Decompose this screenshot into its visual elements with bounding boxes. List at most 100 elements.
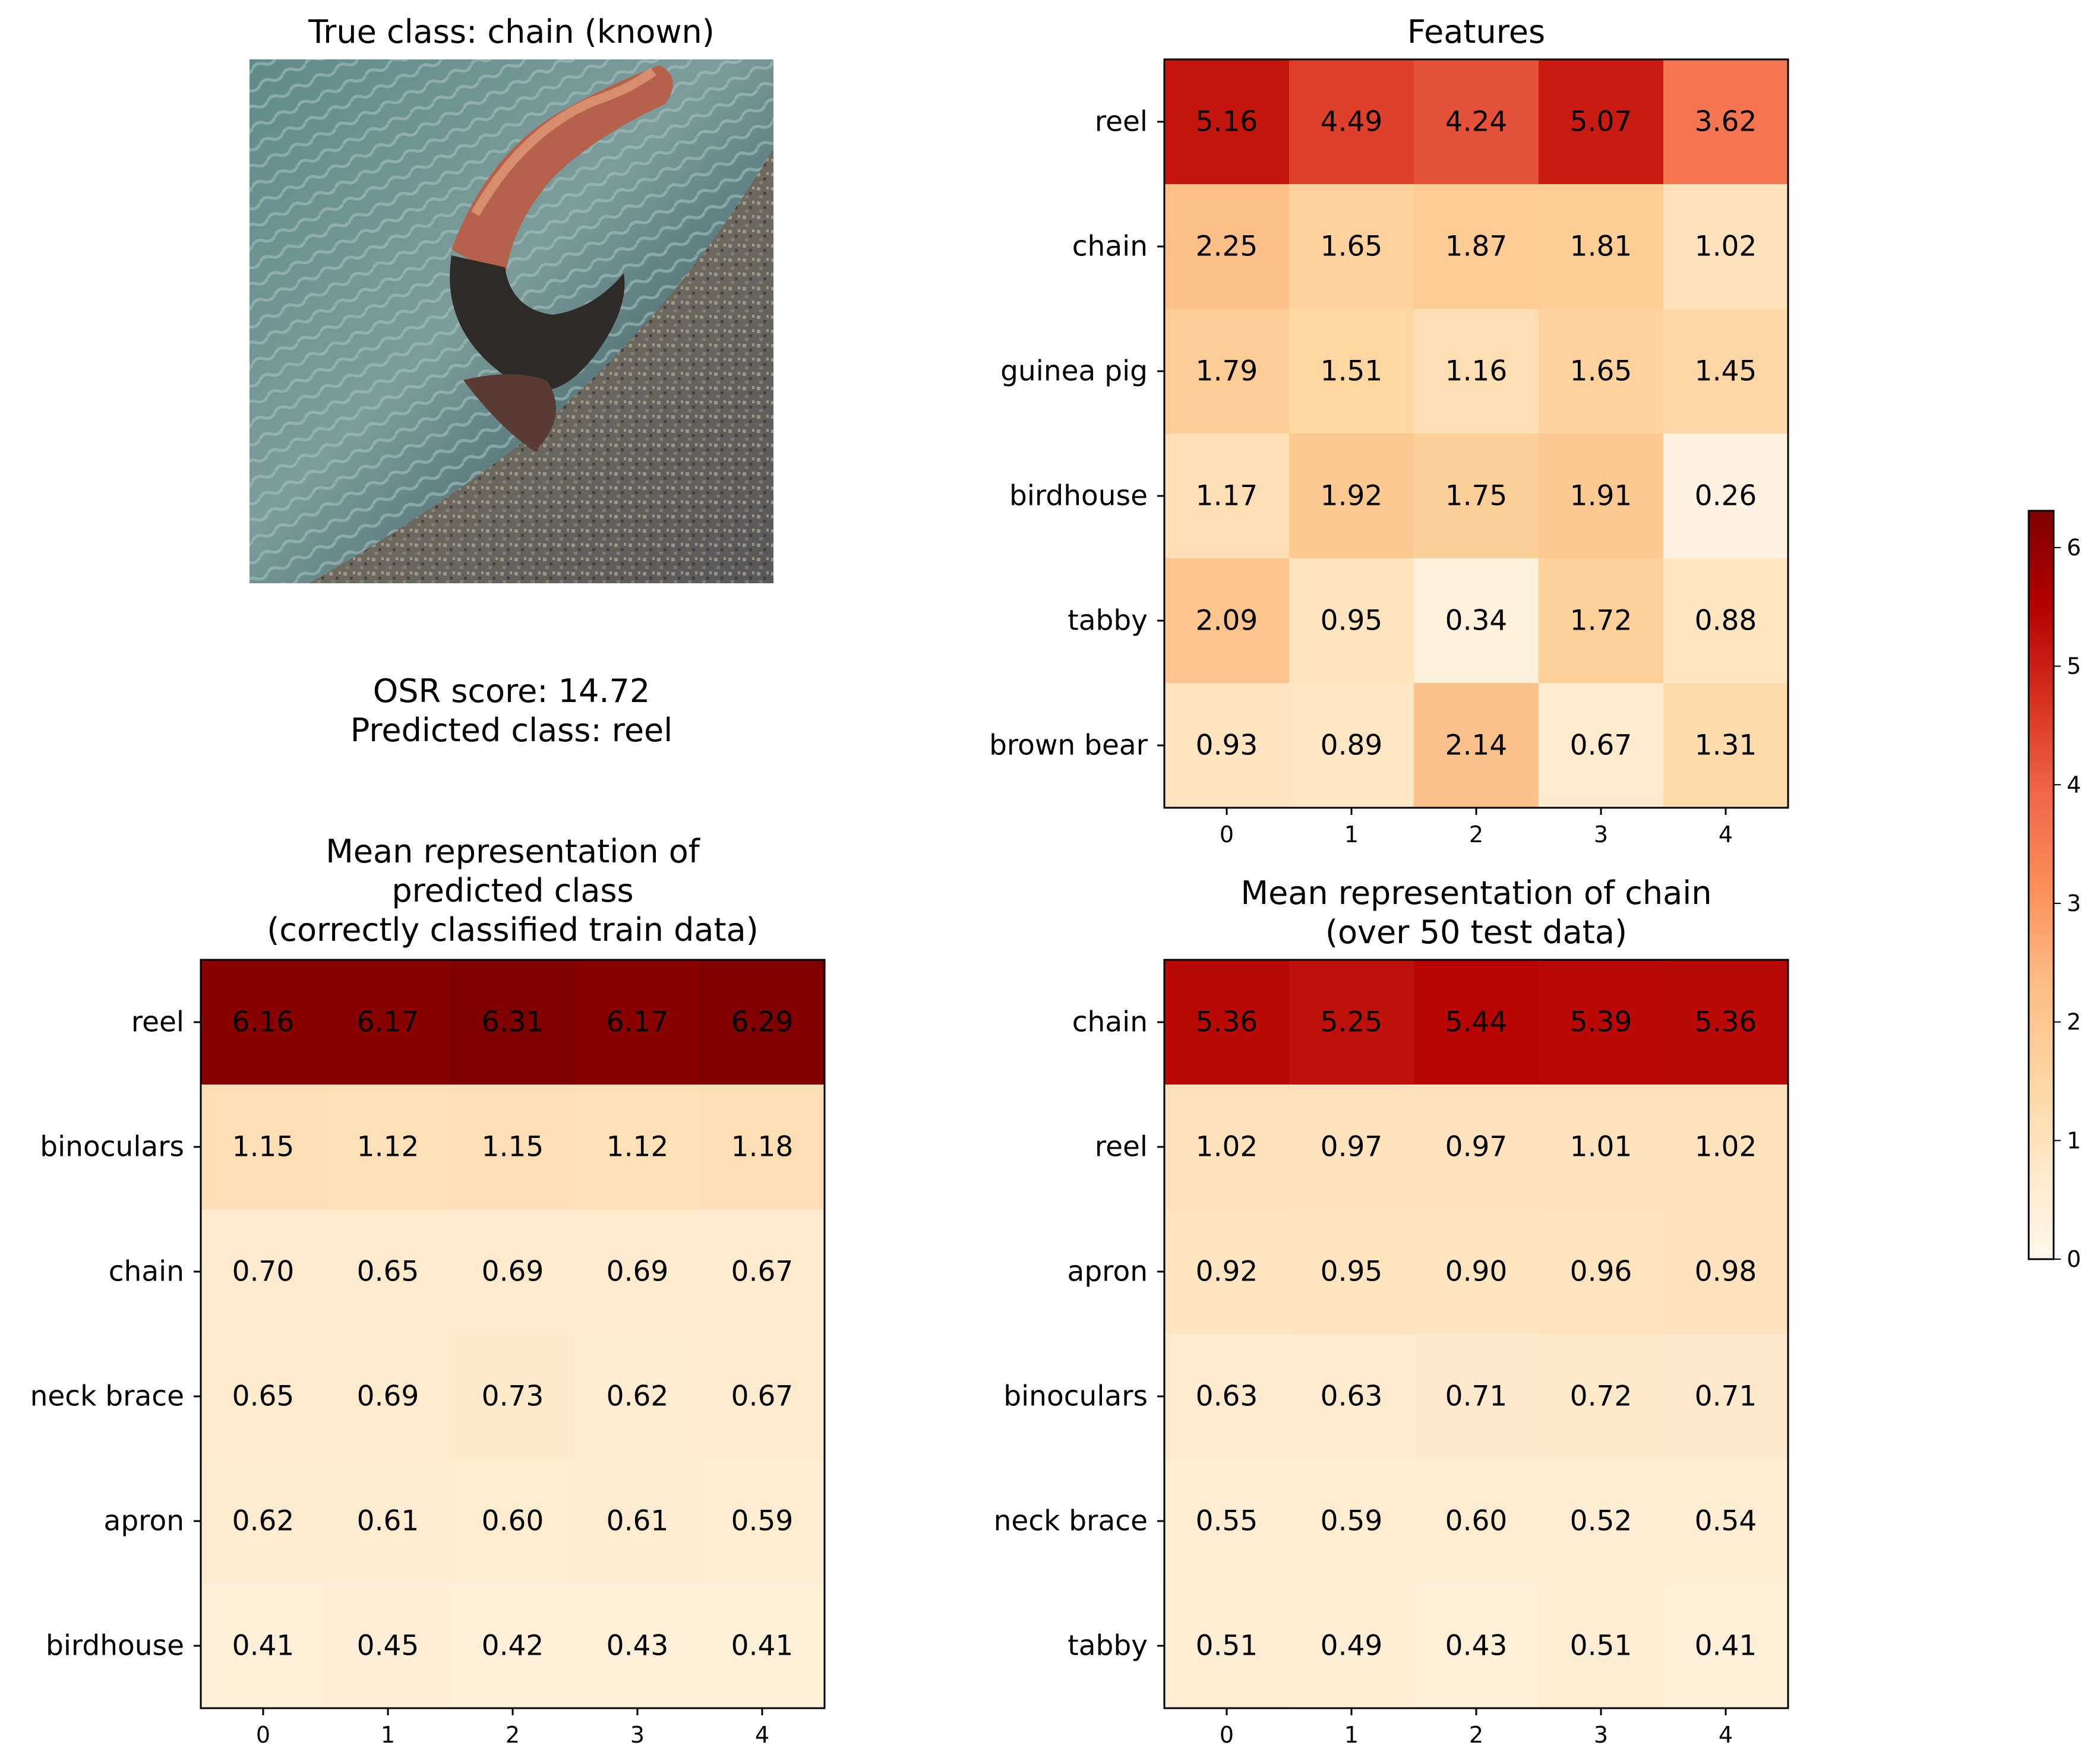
row-label: birdhouse [1009, 480, 1148, 513]
colorbar-gradient [2029, 511, 2054, 1259]
heatmap-cell [1539, 309, 1664, 434]
heatmap-cell [1289, 309, 1414, 434]
heatmap-cell [1414, 309, 1539, 434]
heatmap-cell [201, 1085, 326, 1210]
heatmap-cell-value: 0.88 [1695, 605, 1757, 637]
heatmap-cell [1164, 1209, 1290, 1335]
heatmap-cell-value: 1.15 [232, 1131, 295, 1164]
row-label: tabby [1068, 605, 1148, 637]
heatmap-cell-value: 0.51 [1570, 1630, 1632, 1662]
heatmap-cell [1539, 1459, 1664, 1584]
heatmap-cell [1289, 1334, 1414, 1459]
heatmap-features: Features 5.16 4.49 4.24 5.07 3.62 2.25 1.65 1.87… [989, 13, 1789, 848]
heatmap-cell-value: 6.29 [731, 1006, 794, 1039]
heatmap-cell [1414, 960, 1539, 1085]
heatmap-cell-value: 1.72 [1570, 605, 1632, 637]
heatmap-cell-value: 1.81 [1570, 230, 1632, 263]
heatmap-cell [1164, 1583, 1290, 1709]
heatmap-cell [575, 1085, 700, 1210]
image-panel-title: True class: chain (known) [308, 13, 715, 50]
heatmap-cell-value: 1.02 [1196, 1131, 1258, 1164]
heatmap-cell-value: 0.43 [1445, 1630, 1508, 1662]
heatmap-cell-value: 1.01 [1570, 1131, 1632, 1164]
heatmap-cell-value: 0.90 [1445, 1256, 1508, 1288]
heatmap-cell-value: 1.91 [1570, 480, 1632, 513]
row-label: chain [109, 1256, 184, 1288]
heatmap-cell [1164, 434, 1290, 559]
column-label: 1 [1344, 821, 1359, 848]
heatmap-cell-value: 1.12 [607, 1131, 669, 1164]
heatmap-cell [326, 1334, 451, 1459]
column-label: 1 [1344, 1722, 1359, 1748]
heatmap-cell-value: 6.16 [232, 1006, 295, 1039]
heatmap-cell [1289, 558, 1414, 684]
colorbar-tick-label: 0 [2067, 1246, 2081, 1272]
heatmap-cell [326, 1583, 451, 1709]
heatmap-cell-value: 1.75 [1445, 480, 1508, 513]
heatmap-cell-value: 0.26 [1695, 480, 1757, 513]
row-label: reel [1095, 106, 1148, 138]
heatmap-cell-value: 0.71 [1695, 1380, 1757, 1413]
heatmap-cell [1289, 683, 1414, 808]
colorbar-tick-label: 3 [2067, 890, 2081, 916]
heatmap-cell-value: 0.62 [607, 1380, 669, 1413]
heatmap-cell [1164, 960, 1290, 1085]
heatmap-cell [1539, 558, 1664, 684]
column-label: 3 [1594, 1722, 1608, 1748]
heatmap-cell [1289, 1583, 1414, 1709]
heatmap-cell [450, 1583, 576, 1709]
heatmap-title-line: Features [1407, 13, 1545, 50]
heatmap-cell [201, 960, 326, 1085]
heatmap-cell [1663, 683, 1789, 808]
heatmap-cell [326, 1209, 451, 1335]
heatmap-cell-value: 0.43 [607, 1630, 669, 1662]
row-label: neck brace [30, 1380, 184, 1413]
heatmap-cell [1164, 1085, 1290, 1210]
heatmap-cell [1663, 184, 1789, 309]
heatmap-cell-value: 2.25 [1196, 230, 1258, 263]
heatmap-cell-value: 0.52 [1570, 1505, 1632, 1538]
colorbar-tick-label: 2 [2067, 1009, 2081, 1035]
heatmap-cell-value: 1.92 [1321, 480, 1383, 513]
heatmap-cell-value: 3.62 [1695, 106, 1757, 138]
heatmap-cell-value: 0.63 [1196, 1380, 1258, 1413]
row-label: apron [1068, 1256, 1148, 1288]
heatmap-cell-value: 1.65 [1570, 355, 1632, 388]
heatmap-cell-value: 0.55 [1196, 1505, 1258, 1538]
row-label: apron [104, 1505, 184, 1538]
column-label: 3 [630, 1722, 645, 1748]
colorbar-tick-label: 5 [2067, 653, 2081, 679]
column-label: 3 [1594, 821, 1608, 848]
heatmap-cell-value: 0.41 [1695, 1630, 1757, 1662]
heatmap-cell [1539, 59, 1664, 185]
heatmap-cell [1539, 1334, 1664, 1459]
heatmap-cell-value: 0.96 [1570, 1256, 1632, 1288]
heatmap-cell [1414, 1085, 1539, 1210]
heatmap-cell-value: 0.61 [357, 1505, 419, 1538]
heatmap-cell [575, 1334, 700, 1459]
heatmap-cell [1414, 1583, 1539, 1709]
heatmap-cell-value: 2.14 [1445, 729, 1508, 762]
heatmap-cell-value: 0.97 [1445, 1131, 1508, 1164]
heatmap-cell [1663, 1459, 1789, 1584]
heatmap-cell [450, 960, 576, 1085]
column-label: 1 [381, 1722, 395, 1748]
heatmap-cell-value: 0.65 [232, 1380, 295, 1413]
colorbar: 0 1 2 3 4 5 6 [2027, 510, 2081, 1272]
colorbar-tick-label: 6 [2067, 535, 2081, 561]
heatmap-cell [1663, 1085, 1789, 1210]
row-label: tabby [1068, 1630, 1148, 1662]
heatmap-cell-value: 1.15 [482, 1131, 544, 1164]
heatmap-cell [1289, 59, 1414, 185]
heatmap-cell-value: 5.44 [1445, 1006, 1508, 1039]
heatmap-cell-value: 1.51 [1321, 355, 1383, 388]
heatmap-cell-value: 5.36 [1695, 1006, 1757, 1039]
heatmap-title-line: Mean representation of [326, 833, 701, 870]
row-label: reel [131, 1006, 184, 1039]
column-label: 0 [1220, 1722, 1234, 1748]
heatmap-cell [1414, 558, 1539, 684]
heatmap-title-line: (over 50 test data) [1325, 913, 1627, 951]
heatmap-cell [700, 960, 825, 1085]
row-label: binoculars [40, 1131, 184, 1164]
